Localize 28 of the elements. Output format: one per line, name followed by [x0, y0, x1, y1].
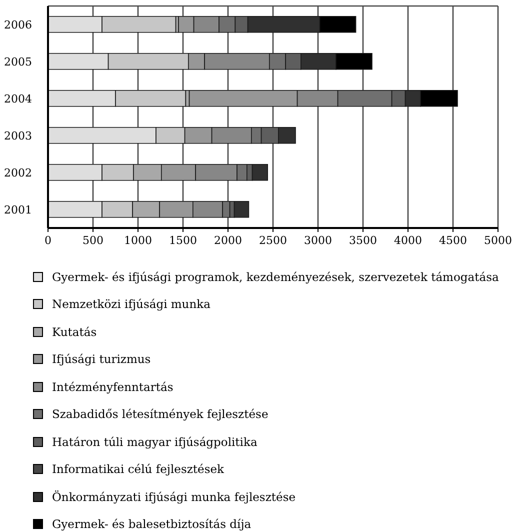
y-tick-label: 2005	[4, 55, 32, 68]
legend-label: Gyermek- és balesetbiztosítás díja	[52, 517, 252, 532]
y-tick-label: 2006	[4, 18, 32, 32]
bar	[234, 200, 250, 218]
y-tick-label: 2003	[4, 129, 32, 142]
legend-label: Önkormányzati ifjúsági munka fejlesztése	[52, 490, 296, 504]
y-tick-label: 2001	[4, 203, 32, 216]
x-tick-label: 1500	[169, 234, 197, 247]
x-tick-label: 3000	[304, 234, 332, 247]
x-tick-label: 4500	[439, 234, 467, 247]
legend-label: Ifjúsági turizmus	[52, 352, 151, 366]
x-tick-label: 4000	[394, 234, 422, 247]
legend-label: Nemzetközi ifjúsági munka	[52, 297, 210, 312]
y-tick-label: 2004	[4, 92, 32, 106]
legend-label: Szabadidős létesítmények fejlesztése	[52, 407, 268, 422]
x-tick-label: 5000	[484, 234, 512, 247]
legend-label: Intézményfenntartás	[52, 380, 174, 394]
x-tick-label: 2000	[214, 234, 242, 247]
y-tick-label: 2002	[4, 166, 32, 180]
x-tick-label: 500	[82, 234, 104, 247]
legend-label: Gyermek- és ifjúsági programok, kezdeményezések, szervezetek támogatása	[52, 270, 499, 284]
x-tick-label: 0	[44, 234, 52, 247]
legend-label: Informatikai célú fejlesztések	[52, 462, 224, 476]
x-tick-label: 2500	[259, 234, 287, 247]
x-tick-label: 3500	[349, 234, 377, 247]
legend-label: Kutatás	[52, 324, 97, 339]
legend-label: Határon túli magyar ifjúságpolitika	[52, 434, 258, 449]
x-tick-label: 1000	[124, 234, 152, 247]
